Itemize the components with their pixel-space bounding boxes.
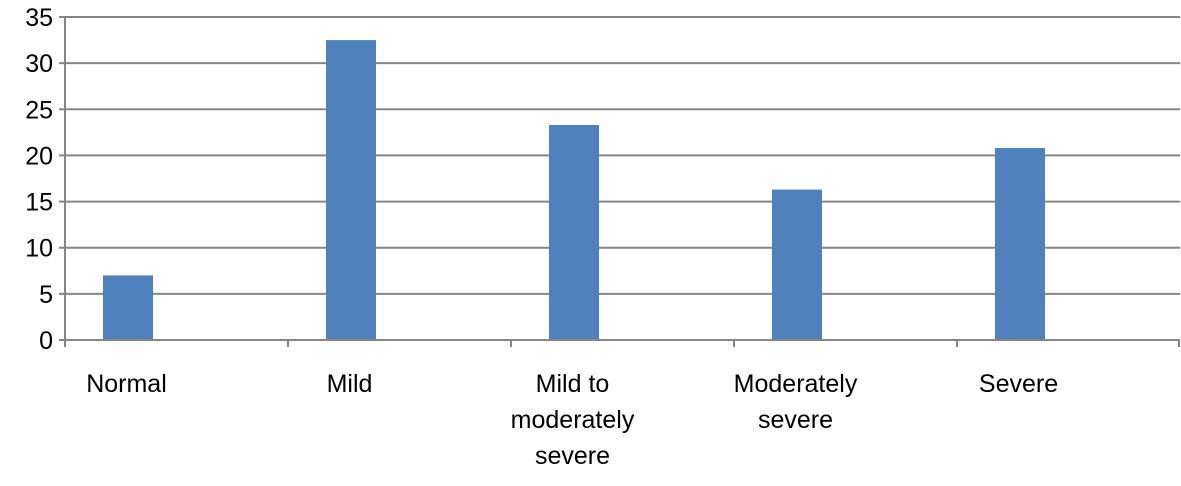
category-label: Normal [86,370,167,398]
y-tick-label: 5 [39,281,53,309]
category-labels: Normal Mild Mild to moderately severeModerat… [86,370,1058,470]
bars [103,40,1045,340]
category-label-line: Normal [86,370,167,398]
category-label-line: Mild to [536,370,610,398]
y-tick-labels: 0 5 10 15 20 25 30 35 [25,4,53,355]
category-label-line: moderately [511,406,635,434]
category-label-line: severe [535,442,610,470]
category-label-line: Mild [327,370,373,398]
category-label: Mild to moderately severe [511,370,635,470]
category-label-line: Moderately [734,370,858,398]
y-tick-label: 15 [25,189,53,217]
category-label: Moderately severe [734,370,858,434]
y-tick-label: 20 [25,142,53,170]
bar-4 [995,148,1045,340]
category-label: Severe [979,370,1058,398]
category-label: Mild [327,370,373,398]
bar-0 [103,275,153,340]
y-tick-label: 0 [39,327,53,355]
category-label-line: severe [758,406,833,434]
gridlines [65,16,1180,295]
y-tick-label: 30 [25,50,53,78]
bar-2 [549,124,599,340]
y-tick-label: 35 [25,4,53,32]
axes [59,16,1180,347]
bar-3 [772,189,822,340]
y-tick-label: 25 [25,96,53,124]
y-tick-label: 10 [25,235,53,263]
bar-1 [326,40,376,340]
category-label-line: Severe [979,370,1058,398]
